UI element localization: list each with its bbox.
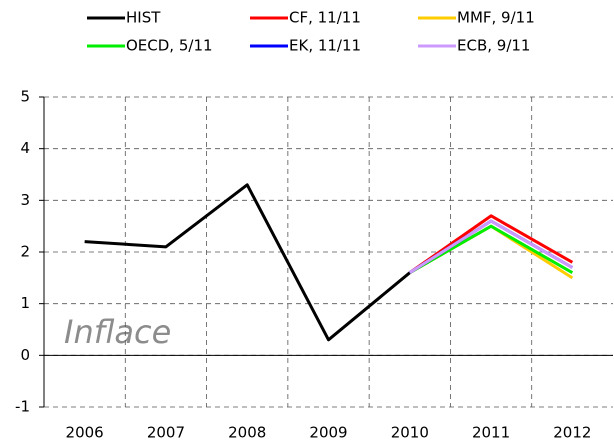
- legend-label: OECD, 5/11: [126, 37, 213, 55]
- legend-label: MMF, 9/11: [457, 9, 535, 27]
- legend-label: CF, 11/11: [289, 9, 361, 27]
- legend-label: HIST: [126, 9, 161, 27]
- y-tick-label: 0: [20, 346, 30, 364]
- x-tick-label: 2011: [472, 424, 510, 441]
- y-tick-label: 4: [20, 139, 30, 157]
- x-tick-label: 2007: [147, 424, 185, 441]
- y-tick-label: 1: [20, 294, 30, 312]
- series-line: [84, 183, 411, 342]
- x-tick-label: 2010: [391, 424, 429, 441]
- series-line: [408, 219, 574, 274]
- x-tick-label: 2012: [553, 424, 591, 441]
- legend-label: EK, 11/11: [289, 37, 361, 55]
- x-tick-label: 2009: [309, 424, 347, 441]
- y-tick-label: -1: [15, 398, 30, 416]
- series-line: [408, 214, 574, 274]
- legend-label: ECB, 9/11: [457, 37, 530, 55]
- annotation: Inflace: [64, 313, 171, 351]
- x-tick-label: 2006: [66, 424, 104, 441]
- y-tick-label: 3: [20, 191, 30, 209]
- x-tick-label: 2008: [228, 424, 266, 441]
- y-tick-label: 2: [20, 243, 30, 261]
- y-tick-label: 5: [20, 88, 30, 106]
